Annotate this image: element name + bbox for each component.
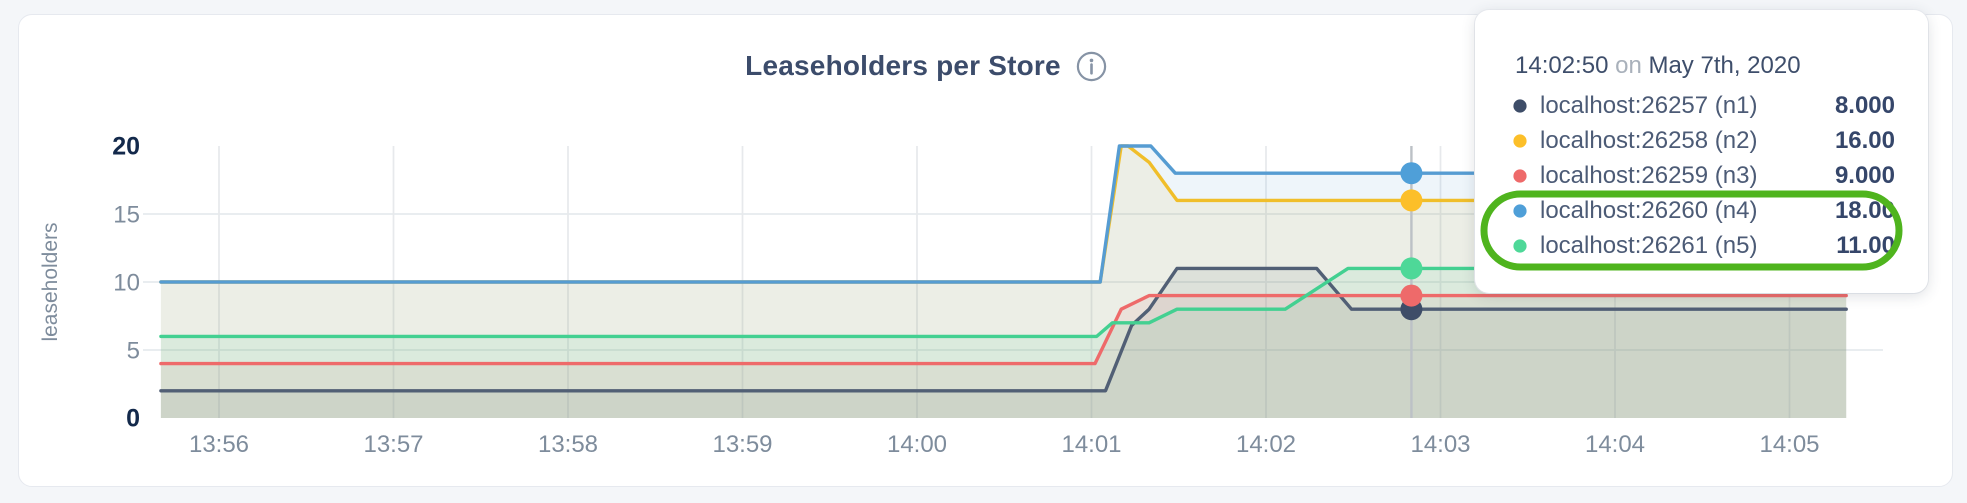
x-tick-label: 14:01	[1061, 431, 1121, 458]
y-tick-label: 10	[113, 270, 140, 297]
tooltip-row-label: localhost:26257 (n1)	[1540, 91, 1758, 119]
x-tick-label: 13:59	[712, 431, 772, 458]
tooltip-row-value: 8.000	[1834, 91, 1895, 119]
series-area-n3	[160, 295, 1847, 418]
series-line-n5	[159, 266, 1848, 339]
tooltip-row-label: localhost:26260 (n4)	[1540, 196, 1758, 224]
hover-dot-n2	[1400, 189, 1423, 212]
series-dot-icon	[1513, 203, 1527, 218]
x-tick-label: 14:05	[1759, 431, 1819, 458]
series-area-n5	[160, 268, 1847, 418]
tooltip-row-n1: localhost:26257 (n1) 8.000	[1513, 88, 1895, 123]
x-tick-label: 13:57	[363, 431, 423, 458]
info-icon[interactable]	[1076, 51, 1107, 82]
series-dot-icon	[1513, 133, 1527, 148]
tooltip-row-value: 16.00	[1834, 126, 1895, 154]
tooltip-row-label: localhost:26258 (n2)	[1540, 126, 1758, 154]
x-tick-label: 14:04	[1585, 431, 1645, 458]
y-tick-label: 20	[112, 133, 140, 161]
x-tick-label: 14:00	[887, 431, 947, 458]
tooltip-row-value: 9.000	[1834, 161, 1895, 189]
tooltip-row-n3: localhost:26259 (n3) 9.000	[1513, 158, 1895, 193]
chart-title: Leaseholders per Store	[745, 50, 1061, 81]
tooltip-time: 14:02:50	[1515, 52, 1609, 79]
tooltip-date: May 7th, 2020	[1648, 52, 1801, 79]
series-dot-icon	[1513, 238, 1527, 253]
x-tick-label: 13:58	[538, 431, 598, 458]
tooltip-rows: localhost:26257 (n1) 8.000 localhost:262…	[1513, 88, 1895, 263]
y-tick-label: 15	[113, 202, 140, 229]
series-line-n4	[159, 144, 1848, 284]
hover-dot-n4	[1400, 162, 1423, 185]
hover-tooltip: 14:02:50 on May 7th, 2020 localhost:2625…	[1475, 10, 1928, 293]
hover-dot-n5	[1400, 257, 1423, 280]
x-tick-label: 14:02	[1236, 431, 1296, 458]
y-axis-label: leaseholders	[39, 222, 62, 341]
tooltip-conjunction: on	[1615, 52, 1642, 79]
tooltip-row-label: localhost:26261 (n5)	[1540, 231, 1758, 259]
tooltip-row-n4: localhost:26260 (n4) 18.00	[1513, 193, 1895, 228]
tooltip-row-value: 18.00	[1834, 196, 1895, 224]
series-dot-icon	[1513, 98, 1527, 113]
y-tick-label: 0	[126, 405, 140, 433]
series-dot-icon	[1513, 168, 1527, 183]
tooltip-row-value: 11.00	[1836, 231, 1895, 259]
x-tick-label: 14:03	[1410, 431, 1470, 458]
tooltip-row-label: localhost:26259 (n3)	[1540, 161, 1758, 189]
series-line-n1	[159, 266, 1848, 393]
x-tick-label: 13:56	[189, 431, 249, 458]
tooltip-row-n5: localhost:26261 (n5) 11.00	[1513, 228, 1895, 263]
chart-header: Leaseholders per Store	[0, 50, 1852, 82]
tooltip-timestamp: 14:02:50 on May 7th, 2020	[1515, 52, 1801, 80]
series-area-n1	[160, 268, 1847, 418]
hover-dot-n3	[1400, 284, 1423, 307]
tooltip-row-n2: localhost:26258 (n2) 16.00	[1513, 123, 1895, 158]
y-tick-label: 5	[127, 338, 140, 365]
series-line-n3	[159, 293, 1848, 366]
